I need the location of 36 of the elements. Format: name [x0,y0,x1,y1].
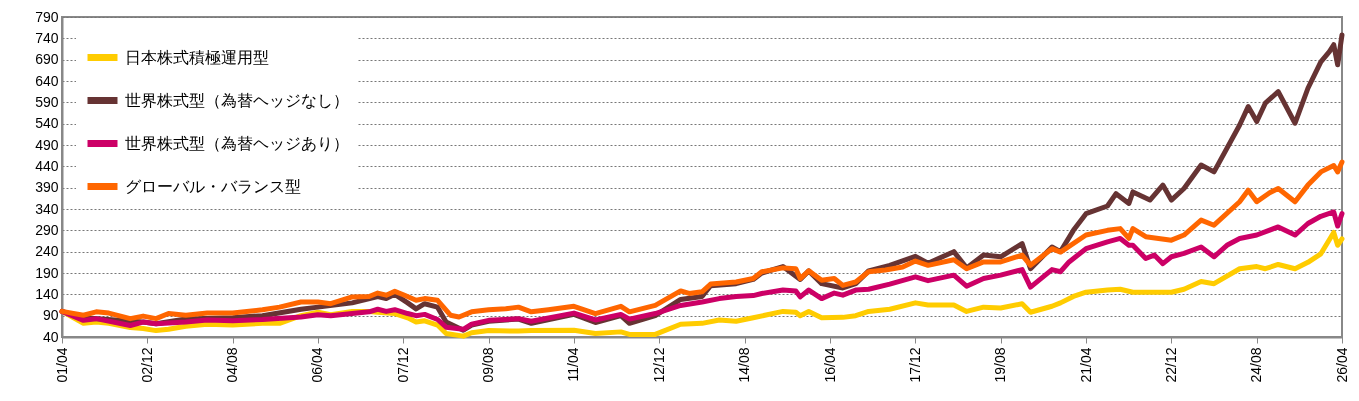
y-tick-label: 190 [35,264,59,281]
y-tick-label: 540 [35,115,59,132]
x-tick-label: 09/08 [480,347,497,383]
legend-label: 日本株式積極運用型 [125,48,269,66]
x-tick-label: 11/04 [565,347,582,382]
y-tick-label: 490 [35,136,59,153]
legend-label: 世界株式型（為替ヘッジなし） [125,91,349,109]
x-tick-label: 14/08 [736,347,753,383]
x-tick-label: 19/08 [992,347,1009,383]
y-tick-label: 140 [35,285,59,302]
y-tick-label: 640 [35,72,59,89]
x-tick-label: 24/08 [1248,347,1265,383]
y-tick-label: 340 [35,200,59,217]
y-tick-label: 590 [35,93,59,110]
y-tick-label: 790 [35,8,59,25]
y-tick-label: 740 [35,29,59,46]
x-tick-label: 26/04 [1333,347,1350,383]
y-tick-label: 40 [42,328,59,345]
x-tick-label: 07/12 [394,347,411,383]
y-tick-label: 290 [35,221,59,238]
x-tick-label: 12/12 [650,347,667,383]
y-tick-label: 90 [42,307,59,324]
legend-label: グローバル・バランス型 [125,177,301,195]
y-tick-label: 440 [35,157,59,174]
x-tick-label: 16/04 [821,347,838,383]
x-tick-label: 04/08 [224,347,241,383]
x-tick-label: 01/04 [53,347,70,383]
y-tick-label: 240 [35,243,59,260]
x-tick-label: 17/12 [906,347,923,383]
x-tick-label: 21/04 [1077,347,1094,383]
x-tick-label: 02/12 [138,347,155,383]
legend-label: 世界株式型（為替ヘッジあり） [125,134,349,152]
x-tick-label: 22/12 [1162,347,1179,383]
y-tick-label: 690 [35,51,59,68]
x-tick-label: 06/04 [309,347,326,383]
y-tick-label: 390 [35,179,59,196]
